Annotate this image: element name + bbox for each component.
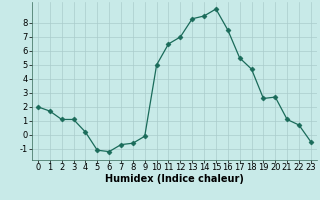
X-axis label: Humidex (Indice chaleur): Humidex (Indice chaleur) [105,174,244,184]
